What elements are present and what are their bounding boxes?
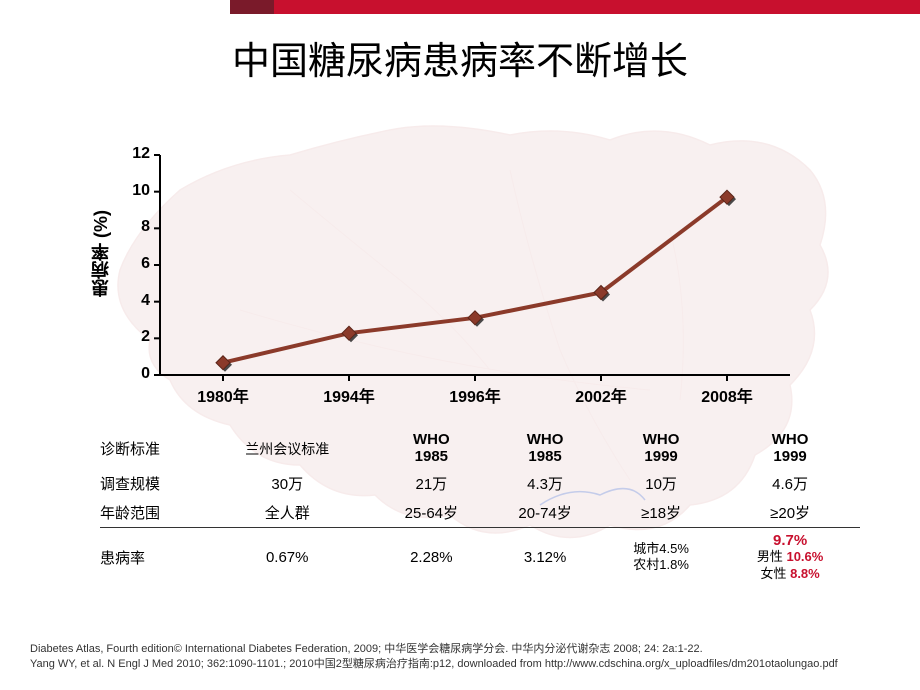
cell-size-3: 10万 bbox=[602, 469, 720, 498]
cell-rate-3: 城市4.5%农村1.8% bbox=[602, 528, 720, 587]
y-tick: 4 bbox=[120, 292, 150, 310]
citation-block: Diabetes Atlas, Fourth edition© Internat… bbox=[30, 642, 890, 672]
cell-size-4: 4.6万 bbox=[720, 469, 860, 498]
hdr-rate: 患病率 bbox=[100, 528, 200, 587]
row-std: 诊断标准 兰州会议标准 WHO1985 WHO1985 WHO1999 WHO1… bbox=[100, 428, 860, 469]
cell-rate-1: 2.28% bbox=[374, 528, 488, 587]
y-tick: 0 bbox=[120, 365, 150, 383]
y-tick: 10 bbox=[120, 182, 150, 200]
row-age: 年龄范围 全人群 25-64岁 20-74岁 ≥18岁 ≥20岁 bbox=[100, 498, 860, 528]
data-table: 诊断标准 兰州会议标准 WHO1985 WHO1985 WHO1999 WHO1… bbox=[100, 428, 860, 587]
page-title: 中国糖尿病患病率不断增长 bbox=[0, 30, 920, 85]
y-axis-label: 患病率 (%) bbox=[88, 210, 114, 297]
x-tick: 1994年 bbox=[299, 383, 399, 407]
banner-red bbox=[274, 0, 920, 14]
row-size: 调查规模 30万 21万 4.3万 10万 4.6万 bbox=[100, 469, 860, 498]
cell-std-0: 兰州会议标准 bbox=[200, 428, 374, 469]
cell-age-2: 20-74岁 bbox=[488, 498, 602, 528]
hdr-std: 诊断标准 bbox=[100, 428, 200, 469]
cell-std-4: WHO1999 bbox=[720, 428, 860, 469]
cell-size-1: 21万 bbox=[374, 469, 488, 498]
cell-age-3: ≥18岁 bbox=[602, 498, 720, 528]
x-tick: 1996年 bbox=[425, 383, 525, 407]
cell-rate-4: 9.7%男性 10.6%女性 8.8% bbox=[720, 528, 860, 587]
cell-size-2: 4.3万 bbox=[488, 469, 602, 498]
hdr-size: 调查规模 bbox=[100, 469, 200, 498]
y-tick: 12 bbox=[120, 145, 150, 163]
slide: 中国糖尿病患病率不断增长 患病率 (%) 0 2 4 6 8 10 12 1980年 1994年… bbox=[0, 0, 920, 690]
chart-area: 0 2 4 6 8 10 12 1980年 1994年 1996年 2002年 2008年 bbox=[120, 145, 800, 405]
banner-dark bbox=[230, 0, 274, 14]
line-chart bbox=[120, 145, 800, 405]
hdr-age: 年龄范围 bbox=[100, 498, 200, 528]
cell-age-1: 25-64岁 bbox=[374, 498, 488, 528]
cell-rate-2: 3.12% bbox=[488, 528, 602, 587]
citation-line-2: Yang WY, et al. N Engl J Med 2010; 362:1… bbox=[30, 657, 890, 672]
cell-std-2: WHO1985 bbox=[488, 428, 602, 469]
x-tick: 2002年 bbox=[551, 383, 651, 407]
cell-age-0: 全人群 bbox=[200, 498, 374, 528]
y-tick: 6 bbox=[120, 255, 150, 273]
x-tick: 2008年 bbox=[677, 383, 777, 407]
y-tick: 8 bbox=[120, 218, 150, 236]
cell-std-3: WHO1999 bbox=[602, 428, 720, 469]
cell-std-1: WHO1985 bbox=[374, 428, 488, 469]
cell-rate-0: 0.67% bbox=[200, 528, 374, 587]
y-tick: 2 bbox=[120, 328, 150, 346]
x-tick: 1980年 bbox=[173, 383, 273, 407]
cell-age-4: ≥20岁 bbox=[720, 498, 860, 528]
cell-size-0: 30万 bbox=[200, 469, 374, 498]
citation-line-1: Diabetes Atlas, Fourth edition© Internat… bbox=[30, 642, 890, 657]
row-rate: 患病率 0.67% 2.28% 3.12% 城市4.5%农村1.8% 9.7%男… bbox=[100, 528, 860, 587]
